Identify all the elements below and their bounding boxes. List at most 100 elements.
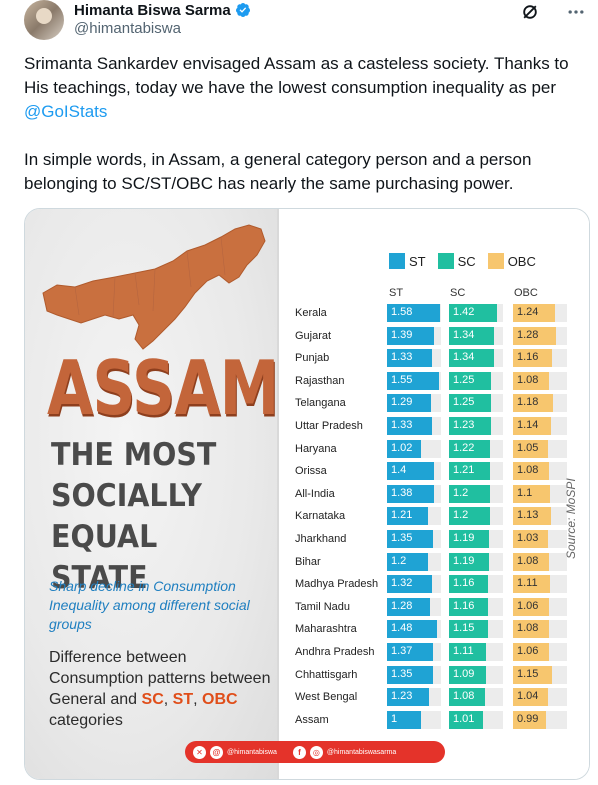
- bar-st: [387, 304, 441, 322]
- legend-swatch-obc: [487, 253, 504, 269]
- legend-item-st: ST: [389, 253, 426, 269]
- bar-track-obc: 1.18: [513, 394, 567, 413]
- bar-st: [387, 507, 428, 526]
- bar-value-label: 0.99: [517, 712, 539, 725]
- bar-value-label: 1.19: [453, 554, 475, 567]
- bar-obc: [513, 462, 550, 481]
- category-sc: SC: [141, 691, 164, 708]
- bar-value-label: 1.23: [453, 419, 475, 431]
- bar-obc: [513, 688, 549, 707]
- bar-track-sc: 1.19: [449, 552, 503, 571]
- infographic-diff-text: Difference between Consumption patterns …: [49, 647, 275, 731]
- verified-badge-icon: [235, 3, 250, 17]
- bar-track-st: 1.21: [387, 507, 441, 526]
- bar-track-obc: 1.08: [513, 620, 567, 639]
- bar-track-obc: 1.06: [513, 597, 567, 616]
- bar-track-st: 1.2: [387, 552, 441, 571]
- bar-obc: [513, 304, 555, 322]
- author-display-name[interactable]: Himanta Biswa Sarma: [74, 1, 231, 19]
- bar-track-sc: 1.23: [449, 417, 503, 435]
- bar-obc: [513, 530, 548, 548]
- bar-st: [387, 439, 422, 458]
- tweet-text-part1: Srimanta Sankardev envisaged Assam as a …: [24, 54, 569, 97]
- bar-obc: [513, 439, 549, 458]
- state-label: Uttar Pradesh: [295, 420, 363, 432]
- bar-track-sc: 1.34: [449, 326, 503, 345]
- bar-track-sc: 1.42: [449, 304, 503, 322]
- state-label: Punjab: [295, 352, 330, 365]
- bar-value-label: 1.4: [391, 464, 407, 477]
- bar-track-st: 1.29: [387, 394, 441, 413]
- bar-track-st: 1.4: [387, 462, 441, 481]
- bar-track-st: 1.35: [387, 530, 441, 548]
- state-label: All-India: [295, 487, 335, 500]
- legend-item-sc: SC: [437, 253, 476, 269]
- column-header-obc: OBC: [514, 287, 538, 299]
- bar-track-sc: 1.01: [449, 710, 503, 729]
- author-name-row[interactable]: Himanta Biswa Sarma: [74, 0, 251, 20]
- grok-icon[interactable]: [520, 2, 540, 22]
- bar-track-obc: 1.08: [513, 371, 567, 390]
- bar-track-obc: 1.06: [513, 643, 567, 661]
- social-handle-1: @himantabiswa: [227, 748, 277, 756]
- bar-value-label: 1.03: [517, 532, 539, 544]
- bar-value-label: 1.55: [391, 373, 413, 386]
- bar-track-sc: 1.25: [449, 394, 503, 413]
- tweet-paragraph-2: In simple words, in Assam, a general cat…: [24, 150, 532, 193]
- chart-panel: ST SC OBC ST SC OBC Kerala 1.58 1.42 1.24 Gu…: [277, 209, 589, 779]
- heading-line-1: THE MOST: [51, 437, 217, 473]
- bar-track-obc: 1.03: [513, 530, 567, 548]
- tweet-image[interactable]: ASSAM THE MOST SOCIALLY EQUAL STATE Shar…: [24, 208, 590, 780]
- bar-value-label: 1.05: [517, 441, 539, 454]
- author-handle[interactable]: @himantabiswa: [74, 20, 181, 37]
- state-label: Kerala: [295, 307, 327, 319]
- heading-line-3: EQUAL STATE: [51, 519, 158, 596]
- bar-obc: [513, 484, 551, 503]
- bar-track-sc: 1.08: [449, 688, 503, 707]
- infographic-subtext: Sharp decline in Consumption Inequality …: [49, 578, 250, 632]
- bar-value-label: 1.58: [391, 306, 413, 318]
- instagram-logo-icon: ◎: [309, 745, 323, 759]
- bar-sc: [449, 530, 490, 548]
- mention-link[interactable]: @GoIStats: [24, 102, 108, 121]
- bar-obc: [513, 326, 557, 345]
- bar-value-label: 1.33: [391, 351, 413, 364]
- bar-sc: [449, 597, 489, 616]
- bar-track-obc: 1.08: [513, 462, 567, 481]
- infographic-title: ASSAM: [47, 345, 279, 433]
- bar-obc: [513, 710, 547, 729]
- social-handles-bar: ✕ @ @himantabiswa f ◎ @himantabiswasarma: [185, 741, 445, 763]
- bar-value-label: 1.16: [453, 577, 475, 590]
- bar-obc: [513, 507, 552, 526]
- state-label: Andhra Pradesh: [295, 646, 375, 658]
- state-label: Telangana: [295, 397, 346, 410]
- bar-sc: [449, 439, 491, 458]
- bar-obc: [513, 349, 553, 368]
- bar-track-st: 1: [387, 710, 441, 729]
- bar-sc: [449, 665, 486, 684]
- state-label: Bihar: [295, 555, 321, 568]
- more-options-icon[interactable]: [566, 2, 586, 22]
- column-header-sc: SC: [450, 287, 466, 299]
- bar-st: [387, 417, 432, 435]
- bar-sc: [449, 304, 497, 322]
- legend-label-sc: SC: [457, 253, 476, 269]
- bar-value-label: 1.21: [391, 509, 413, 522]
- chart-legend: ST SC OBC: [389, 253, 536, 269]
- bar-value-label: 1.2: [391, 554, 407, 567]
- bar-track-st: 1.33: [387, 417, 441, 435]
- bar-value-label: 1.01: [453, 712, 475, 725]
- bar-st: [387, 688, 429, 707]
- bar-track-sc: 1.16: [449, 597, 503, 616]
- facebook-logo-icon: f: [292, 745, 306, 759]
- bar-st: [387, 597, 431, 616]
- bar-sc: [449, 326, 495, 345]
- bar-track-st: 1.02: [387, 439, 441, 458]
- avatar[interactable]: [24, 0, 64, 40]
- bar-sc: [449, 575, 489, 594]
- bar-st: [387, 371, 440, 390]
- tweet-paragraph-1: Srimanta Sankardev envisaged Assam as a …: [24, 52, 586, 124]
- bar-value-label: 1.18: [517, 396, 539, 409]
- bar-value-label: 1.28: [517, 328, 539, 341]
- bar-track-obc: 1.16: [513, 349, 567, 368]
